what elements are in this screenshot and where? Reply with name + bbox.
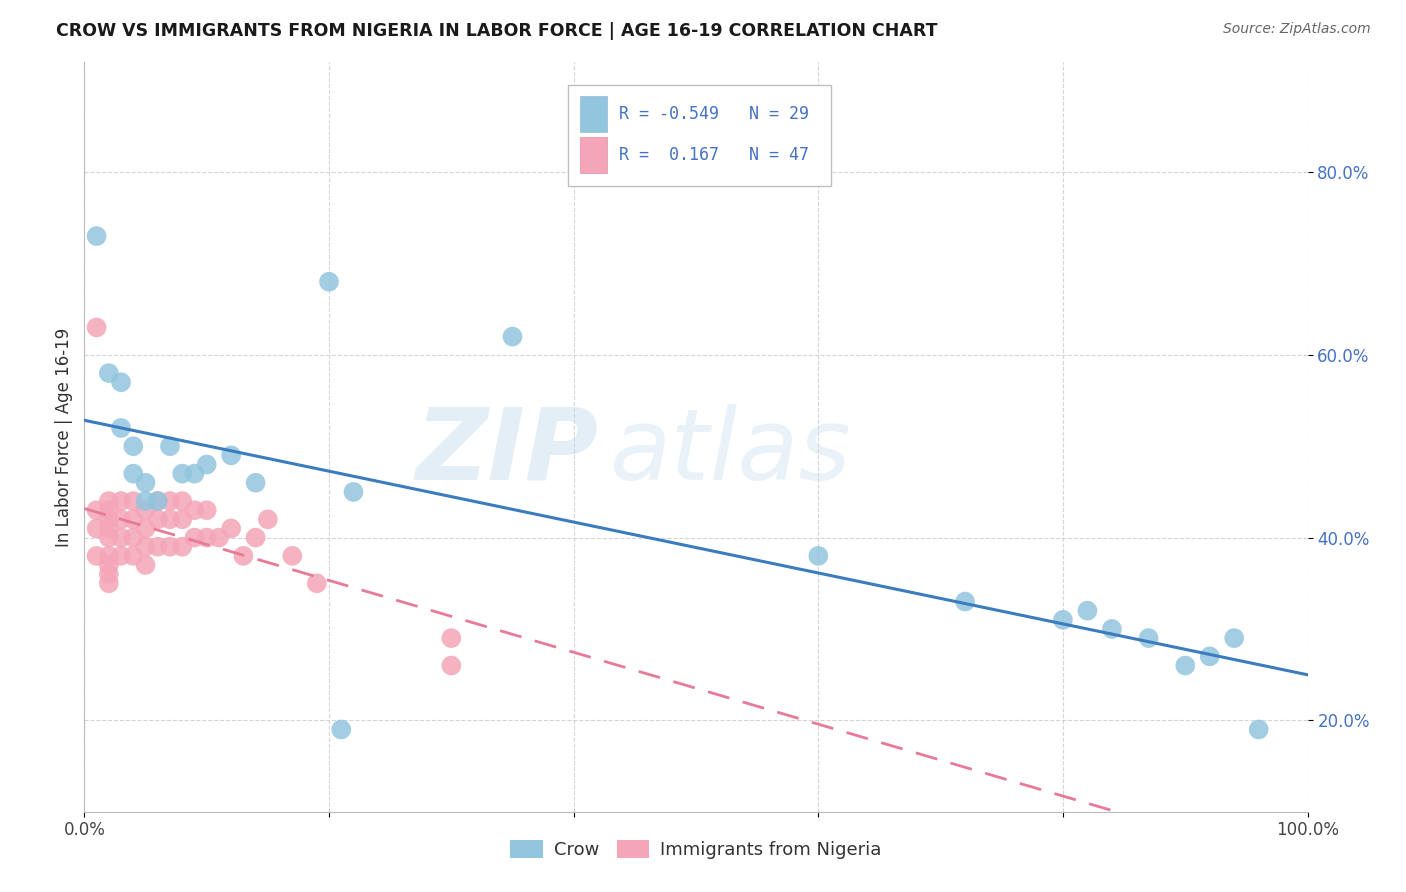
Point (110, 512, 132, 526)
Point (146, 540, 169, 554)
Text: CROW VS IMMIGRANTS FROM NIGERIA IN LABOR FORCE | AGE 16-19 CORRELATION CHART: CROW VS IMMIGRANTS FROM NIGERIA IN LABOR… (56, 22, 938, 40)
Point (97, 494, 120, 508)
Text: R =  0.167   N = 47: R = 0.167 N = 47 (619, 145, 808, 163)
Legend: Crow, Immigrants from Nigeria: Crow, Immigrants from Nigeria (503, 832, 889, 866)
Point (1223, 631, 1246, 645)
Point (1198, 649, 1220, 664)
Point (110, 531, 132, 545)
Point (135, 475, 157, 490)
Point (219, 448, 242, 462)
Text: R = -0.549   N = 29: R = -0.549 N = 29 (619, 105, 808, 123)
Point (281, 549, 304, 563)
Point (219, 521, 242, 535)
Point (122, 439, 145, 453)
Point (183, 467, 205, 481)
Bar (579, 96, 606, 132)
Point (97, 503, 120, 517)
Point (1247, 723, 1270, 737)
Point (1101, 622, 1123, 636)
Point (440, 658, 463, 673)
Point (172, 512, 194, 526)
Point (172, 467, 194, 481)
Point (86, 229, 108, 244)
Point (245, 531, 267, 545)
Point (86, 503, 108, 517)
Point (195, 531, 218, 545)
Point (195, 458, 218, 472)
Y-axis label: In Labor Force | Age 16-19: In Labor Force | Age 16-19 (55, 327, 73, 547)
Point (110, 549, 132, 563)
Point (245, 475, 267, 490)
Point (97, 549, 120, 563)
Bar (579, 136, 606, 172)
Point (232, 549, 254, 563)
Point (1137, 631, 1160, 645)
Point (502, 329, 524, 343)
Point (146, 512, 169, 526)
Point (97, 531, 120, 545)
Point (97, 366, 120, 380)
Point (122, 549, 145, 563)
Point (122, 467, 145, 481)
Point (135, 494, 157, 508)
Point (807, 549, 830, 563)
Point (208, 531, 231, 545)
Point (159, 512, 181, 526)
Point (122, 494, 145, 508)
Text: Source: ZipAtlas.com: Source: ZipAtlas.com (1223, 22, 1371, 37)
Point (1052, 613, 1074, 627)
Point (97, 558, 120, 572)
Point (97, 521, 120, 535)
Point (953, 594, 976, 608)
Text: atlas: atlas (610, 403, 852, 500)
Point (146, 494, 169, 508)
Point (159, 540, 181, 554)
Point (1174, 658, 1197, 673)
Point (135, 521, 157, 535)
Point (86, 521, 108, 535)
Point (86, 549, 108, 563)
Point (172, 540, 194, 554)
Point (159, 439, 181, 453)
Point (330, 723, 353, 737)
Point (183, 503, 205, 517)
Point (97, 567, 120, 582)
Point (183, 531, 205, 545)
Point (1076, 604, 1098, 618)
Point (305, 576, 328, 591)
Point (159, 494, 181, 508)
Point (110, 376, 132, 390)
Point (342, 484, 364, 499)
Point (135, 540, 157, 554)
Point (318, 275, 340, 289)
Point (195, 503, 218, 517)
Point (122, 531, 145, 545)
Point (86, 320, 108, 334)
Point (122, 512, 145, 526)
Point (257, 512, 280, 526)
FancyBboxPatch shape (568, 85, 831, 186)
Point (440, 631, 463, 645)
Point (110, 494, 132, 508)
Point (97, 576, 120, 591)
Point (97, 512, 120, 526)
Point (135, 558, 157, 572)
Text: ZIP: ZIP (415, 403, 598, 500)
Point (172, 494, 194, 508)
Point (135, 503, 157, 517)
Point (146, 494, 169, 508)
Point (110, 421, 132, 435)
